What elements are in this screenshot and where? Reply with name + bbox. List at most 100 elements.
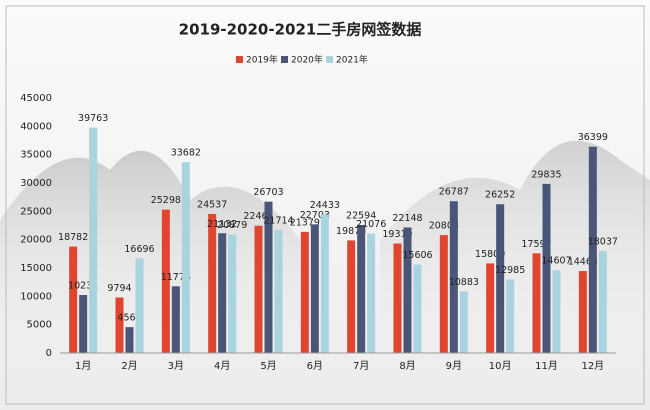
legend-label: 2020年 — [291, 54, 323, 66]
value-label: 14463 — [568, 257, 598, 268]
bar — [459, 291, 468, 353]
y-tick-label: 25000 — [20, 206, 52, 217]
x-tick-label: 3月 — [168, 360, 184, 372]
value-label: 21714 — [263, 215, 293, 226]
bar — [181, 162, 190, 353]
bar — [218, 233, 227, 353]
value-label: 18782 — [58, 232, 88, 243]
x-tick-label: 9月 — [446, 360, 462, 372]
bar — [578, 271, 587, 353]
x-tick-label: 2月 — [121, 360, 137, 372]
y-tick-label: 30000 — [20, 178, 52, 189]
bar — [264, 201, 273, 353]
chart-title: 2019-2020-2021二手房网签数据 — [179, 21, 422, 39]
value-label: 21076 — [356, 219, 386, 230]
y-tick-label: 35000 — [20, 150, 52, 161]
frame — [5, 5, 645, 405]
legend-swatch — [236, 56, 243, 63]
value-label: 10883 — [449, 277, 479, 288]
bar — [357, 224, 366, 353]
value-label: 4565 — [117, 313, 141, 324]
bar — [161, 209, 170, 353]
x-tick-label: 1月 — [75, 360, 91, 372]
value-label: 9794 — [107, 283, 131, 294]
x-tick-label: 12月 — [581, 360, 604, 372]
value-label: 24433 — [310, 200, 340, 211]
value-label: 33682 — [171, 148, 201, 159]
bar — [449, 201, 458, 353]
x-tick-label: 5月 — [260, 360, 276, 372]
value-label: 29835 — [531, 169, 561, 180]
legend-swatch — [281, 56, 288, 63]
value-label: 22703 — [300, 210, 330, 221]
y-tick-label: 0 — [46, 348, 52, 359]
bar — [542, 183, 551, 353]
value-label: 19319 — [382, 229, 412, 240]
bar — [367, 233, 376, 353]
y-tick-label: 10000 — [20, 291, 52, 302]
bar — [208, 213, 217, 353]
value-label: 26787 — [439, 187, 469, 198]
y-tick-label: 40000 — [20, 121, 52, 132]
bar — [506, 279, 515, 353]
bar — [79, 295, 88, 353]
x-tick-label: 4月 — [214, 360, 230, 372]
bar — [115, 297, 124, 353]
bar — [598, 250, 607, 353]
bar — [300, 231, 309, 353]
bar — [89, 127, 98, 353]
y-tick-label: 15000 — [20, 263, 52, 274]
bar — [125, 327, 134, 353]
value-label: 20879 — [217, 220, 247, 231]
value-label: 15606 — [402, 250, 432, 261]
bar — [310, 224, 319, 353]
bar — [320, 214, 329, 353]
bar — [254, 225, 263, 353]
y-tick-label: 5000 — [27, 320, 52, 331]
value-label: 26703 — [253, 187, 283, 198]
value-label: 21132 — [207, 219, 237, 230]
bar — [588, 146, 597, 353]
bar — [532, 253, 541, 353]
bar — [69, 246, 78, 353]
legend-swatch — [326, 56, 333, 63]
bar — [403, 227, 412, 353]
bar — [413, 264, 422, 353]
x-tick-label: 7月 — [353, 360, 369, 372]
x-tick-label: 8月 — [399, 360, 415, 372]
value-label: 12985 — [495, 265, 525, 276]
value-label: 25298 — [151, 195, 181, 206]
value-label: 18037 — [588, 236, 618, 247]
bar — [347, 240, 356, 353]
bar — [274, 229, 283, 353]
value-label: 22148 — [392, 213, 422, 224]
x-tick-label: 6月 — [307, 360, 323, 372]
value-label: 15809 — [475, 249, 505, 260]
value-label: 20803 — [429, 221, 459, 232]
bar — [439, 235, 448, 353]
value-label: 26252 — [485, 190, 515, 201]
value-label: 19873 — [336, 226, 366, 237]
value-label: 11776 — [161, 272, 191, 283]
legend-label: 2021年 — [336, 54, 368, 66]
value-label: 21379 — [290, 217, 320, 228]
y-tick-label: 45000 — [20, 93, 52, 104]
value-label: 22462 — [243, 211, 273, 222]
legend-label: 2019年 — [246, 54, 278, 66]
value-label: 17597 — [521, 239, 551, 250]
value-label: 10231 — [68, 281, 98, 292]
value-label: 39763 — [78, 113, 108, 124]
value-label: 36399 — [578, 132, 608, 143]
value-label: 14607 — [541, 256, 571, 267]
bar — [228, 234, 237, 353]
bar — [171, 286, 180, 353]
bar — [552, 270, 561, 353]
x-tick-label: 10月 — [489, 360, 512, 372]
value-label: 24537 — [197, 199, 227, 210]
bar — [496, 204, 505, 353]
value-label: 22594 — [346, 210, 376, 221]
bar — [135, 258, 144, 353]
value-label: 16696 — [124, 244, 154, 255]
bar — [393, 243, 402, 353]
